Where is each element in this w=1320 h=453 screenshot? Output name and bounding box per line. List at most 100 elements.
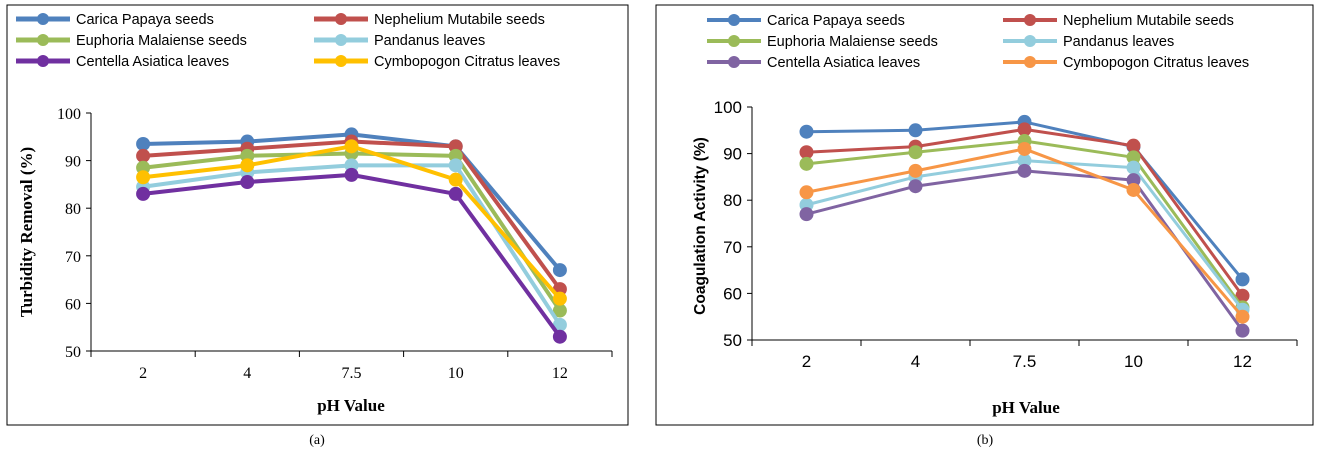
legend-entry: Euphoria Malaiense seeds [16,33,247,49]
x-tick-label: 4 [243,365,251,382]
data-point [1235,309,1250,324]
series-nephelium-mutabile-seeds [799,122,1250,303]
legend-entry: Euphoria Malaiense seeds [707,34,938,50]
data-point [1126,150,1141,165]
series-euphoria-malaiense-seeds [799,134,1250,315]
x-axis-label: pH Value [992,398,1060,417]
data-point [136,186,151,201]
x-tick-label: 10 [448,365,464,382]
legend-label: Pandanus leaves [1063,34,1174,50]
legend: Carica Papaya seeds Nephelium Mutabile se… [707,13,1249,71]
data-point [240,158,255,173]
data-point [552,263,567,278]
legend-label: Nephelium Mutabile seeds [374,12,545,28]
data-point [552,317,567,332]
legend-entry: Centella Asiatica leaves [707,55,920,71]
legend-label: Euphoria Malaiense seeds [767,34,938,50]
x-tick-label: 2 [802,352,811,371]
legend-label: Carica Papaya seeds [76,12,214,28]
y-tick-label: 80 [65,201,81,218]
x-tick-label: 12 [552,365,568,382]
data-point [240,175,255,190]
legend-entry: Centella Asiatica leaves [16,54,229,70]
data-point [448,186,463,201]
y-tick-label: 50 [723,331,742,350]
data-point [344,139,359,154]
chart-frame [6,4,629,426]
data-point [908,163,923,178]
data-point [1235,323,1250,338]
legend: Carica Papaya seeds Nephelium Mutabile se… [16,12,560,70]
y-tick-label: 100 [57,106,81,123]
y-tick-label: 60 [723,284,742,303]
panel-label: (a) [309,433,325,448]
legend-swatch-marker [37,55,49,67]
legend-entry: Cymbopogon Citratus leaves [1003,55,1249,71]
y-tick-label: 50 [65,344,81,361]
x-tick-label: 2 [139,365,147,382]
legend-swatch-marker [37,13,49,25]
legend-label: Nephelium Mutabile seeds [1063,13,1234,29]
data-point [1017,163,1032,178]
legend-label: Cymbopogon Citratus leaves [1063,55,1249,71]
y-tick-label: 70 [723,238,742,257]
data-point [1017,153,1032,168]
legend-swatch-marker [728,35,740,47]
legend-swatch-marker [1024,35,1036,47]
y-tick-label: 100 [714,98,742,117]
x-axis-label: pH Value [317,396,385,415]
legend-swatch-marker [728,56,740,68]
data-point [136,170,151,185]
legend-swatch-marker [1024,14,1036,26]
legend-entry: Nephelium Mutabile seeds [1003,13,1234,29]
legend-entry: Carica Papaya seeds [707,13,905,29]
data-point [1126,138,1141,153]
legend-entry: Carica Papaya seeds [16,12,214,28]
data-point [1235,272,1250,287]
series-cymbopogon-citratus-leaves [799,141,1250,324]
legend-swatch-marker [728,14,740,26]
legend-entry: Pandanus leaves [314,33,485,49]
data-point [1017,141,1032,156]
data-point [1126,182,1141,197]
data-point [1017,122,1032,137]
series-centella-asiatica-leaves [136,167,567,344]
data-point [799,124,814,139]
y-tick-label: 80 [723,191,742,210]
legend-swatch-marker [335,34,347,46]
x-tick-label: 7.5 [342,365,362,382]
legend-entry: Nephelium Mutabile seeds [314,12,545,28]
x-tick-label: 10 [1124,352,1143,371]
legend-label: Carica Papaya seeds [767,13,905,29]
data-point [448,172,463,187]
data-point [552,329,567,344]
legend-entry: Pandanus leaves [1003,34,1174,50]
legend-label: Pandanus leaves [374,33,485,49]
legend-entry: Cymbopogon Citratus leaves [314,54,560,70]
y-tick-label: 60 [65,296,81,313]
y-axis-label: Turbidity Removal (%) [17,147,36,317]
data-point [908,179,923,194]
data-point [1235,288,1250,303]
y-tick-label: 90 [65,154,81,171]
data-point [799,207,814,222]
y-tick-label: 70 [65,249,81,266]
data-point [552,303,567,318]
panel-label: (b) [977,433,994,448]
data-point [799,145,814,160]
chart-panel-a: 50 60 70 80 90 100 2 4 7.5 10 12 pH Value Turbidity … [6,4,629,426]
data-point [908,145,923,160]
data-point [448,158,463,173]
data-point [1126,160,1141,175]
chart-frame [655,4,1314,426]
legend-swatch-marker [335,55,347,67]
x-tick-label: 4 [911,352,920,371]
data-point [344,167,359,182]
legend-swatch-marker [1024,56,1036,68]
legend-swatch-marker [335,13,347,25]
legend-label: Cymbopogon Citratus leaves [374,54,560,70]
data-point [908,123,923,138]
y-tick-label: 90 [723,145,742,164]
legend-label: Centella Asiatica leaves [76,54,229,70]
